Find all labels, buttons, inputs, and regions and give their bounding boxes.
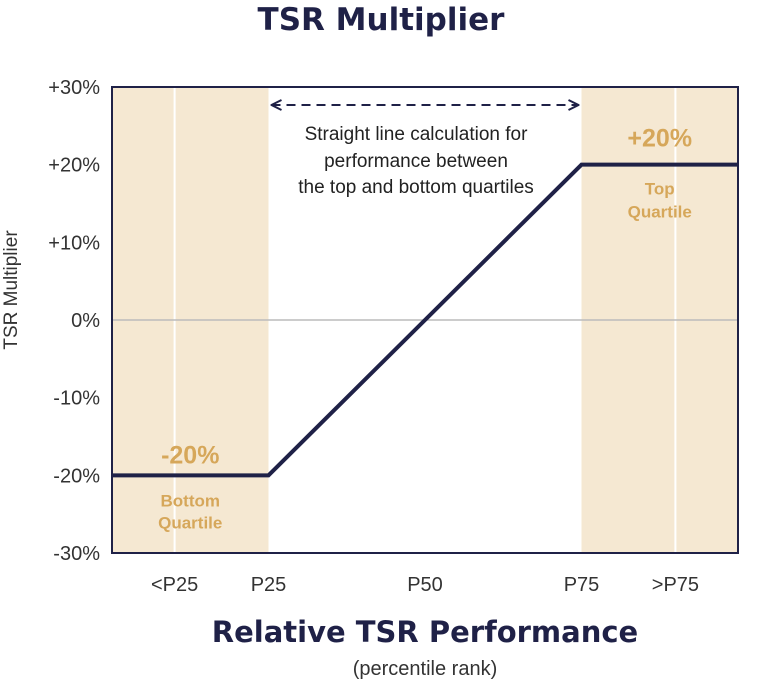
tsr-multiplier-line [112, 162, 738, 478]
y-tick-label: -30% [53, 543, 100, 565]
x-tick-label: P25 [251, 574, 287, 596]
y-tick-label: -20% [53, 465, 100, 487]
bottom-quartile-value-label: -20% [161, 441, 219, 469]
bottom-quartile-label-line-2: Quartile [158, 513, 222, 532]
y-axis-label: TSR Multiplier [1, 230, 22, 350]
x-tick-label: <P25 [151, 574, 198, 596]
x-tick-label: >P75 [652, 574, 699, 596]
y-tick-label: +20% [48, 155, 100, 177]
x-axis-sublabel: (percentile rank) [352, 658, 498, 680]
x-axis-label: Relative TSR Performance [211, 615, 639, 649]
y-tick-label: -10% [53, 388, 100, 410]
annotation-line-2: performance between [324, 151, 508, 172]
x-axis-ticks: <P25 P25 P50 P75 >P75 [151, 574, 699, 596]
x-tick-label: P50 [407, 574, 443, 596]
y-tick-label: +30% [48, 77, 100, 99]
top-quartile-label-line-2: Quartile [628, 203, 692, 222]
top-quartile-label-line-1: Top [645, 180, 675, 199]
x-tick-label: P75 [564, 574, 600, 596]
y-tick-label: 0% [71, 310, 100, 332]
chart-title: TSR Multiplier [257, 2, 505, 38]
top-quartile-value-label: +20% [627, 125, 692, 153]
y-tick-label: +10% [48, 232, 100, 254]
annotation-line-1: Straight line calculation for [305, 124, 529, 145]
plot-frame [111, 86, 739, 554]
bottom-quartile-label-line-1: Bottom [161, 491, 220, 510]
y-axis-ticks: +30% +20% +10% 0% -10% -20% -30% [48, 77, 100, 565]
annotation-line-3: the top and bottom quartiles [298, 177, 534, 198]
